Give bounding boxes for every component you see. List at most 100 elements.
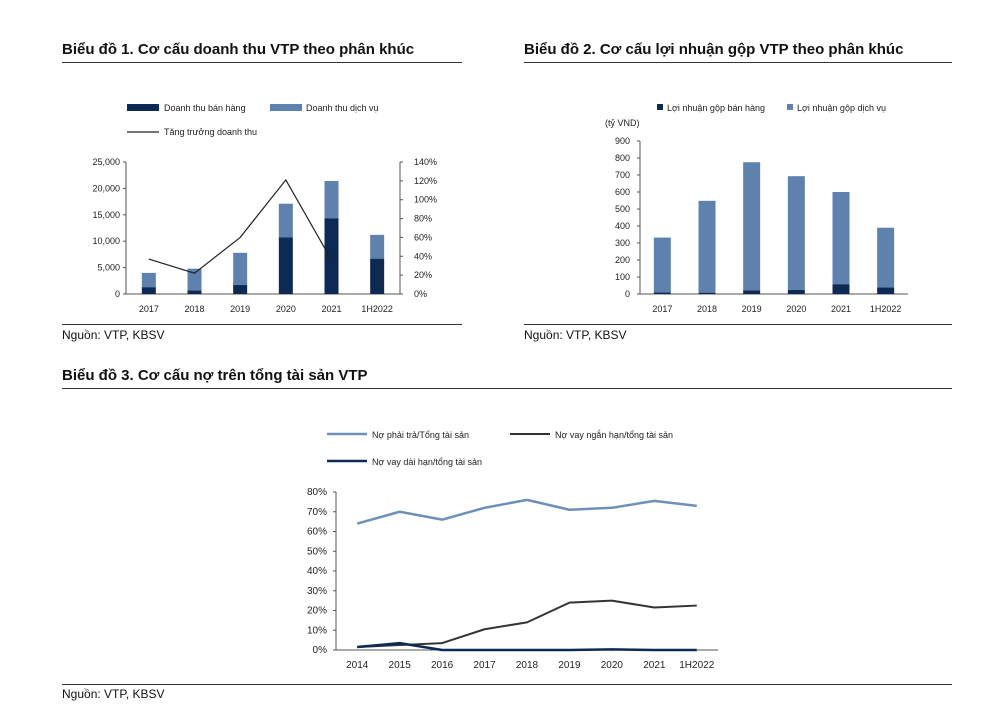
chart2-x-tick-label: 2017: [652, 304, 672, 314]
chart2-bar-services: [743, 162, 761, 291]
chart3-y-tick-label: 20%: [307, 606, 327, 617]
chart2-y-tick-label: 200: [615, 255, 630, 265]
chart3-x-tick-label: 2018: [516, 660, 539, 671]
chart1-x-tick-label: 2021: [321, 304, 341, 314]
chart2-x-tick-label: 2020: [786, 304, 806, 314]
chart2-bar-services: [787, 176, 805, 290]
chart2-bar-sales: [787, 289, 805, 294]
chart2-source: Nguồn: VTP, KBSV: [524, 328, 627, 342]
chart1-bar-services: [278, 203, 293, 238]
chart1-y2-tick-label: 80%: [414, 214, 432, 224]
chart2-legend-swatch-sales: [657, 104, 663, 110]
chart2-bar-services: [653, 237, 671, 293]
chart3-x-tick-label: 2017: [473, 660, 496, 671]
chart2-legend-services: Lợi nhuận gộp dịch vụ: [797, 103, 886, 113]
chart2-x-tick-label: 2021: [831, 304, 851, 314]
chart2-y-tick-label: 800: [615, 153, 630, 163]
chart3-source: Nguồn: VTP, KBSV: [62, 687, 165, 701]
chart1-x-tick-label: 1H2022: [361, 304, 393, 314]
chart1-legend-services: Doanh thu dịch vụ: [306, 103, 379, 113]
chart3-x-tick-label: 2014: [346, 660, 369, 671]
chart2-legend-swatch-services: [787, 104, 793, 110]
chart2-y-tick-label: 700: [615, 170, 630, 180]
chart1-title-rule: [62, 62, 462, 63]
chart3-x-tick-label: 2019: [558, 660, 581, 671]
chart2-bar-sales: [698, 292, 716, 294]
chart1-y2-tick-label: 20%: [414, 270, 432, 280]
chart1-source: Nguồn: VTP, KBSV: [62, 328, 165, 342]
chart1-x-tick-label: 2020: [276, 304, 296, 314]
chart2-y-tick-label: 600: [615, 187, 630, 197]
chart3-x-tick-label: 1H2022: [679, 660, 714, 671]
chart1-bar-sales: [370, 258, 385, 294]
chart3-bottom-rule: [62, 684, 952, 685]
chart1-y-tick-label: 10,000: [92, 236, 120, 246]
chart1-bar-sales: [187, 290, 202, 294]
chart2-title-rule: [524, 62, 952, 63]
chart1-legend-swatch-sales: [127, 104, 159, 111]
chart1-bar-services: [370, 234, 385, 259]
chart1-y-tick-label: 25,000: [92, 157, 120, 167]
chart3-y-tick-label: 70%: [307, 507, 327, 518]
chart1-bar-services: [141, 272, 156, 288]
chart1-legend-swatch-services: [270, 104, 302, 111]
chart1-y2-tick-label: 140%: [414, 157, 437, 167]
chart3-y-tick-label: 50%: [307, 546, 327, 557]
chart2-y-tick-label: 500: [615, 204, 630, 214]
chart1-bar-sales: [324, 218, 339, 294]
chart2-x-tick-label: 2019: [742, 304, 762, 314]
chart1-y-tick-label: 20,000: [92, 183, 120, 193]
chart3-line-short-debt: [357, 599, 697, 649]
chart1-growth-line: [148, 178, 333, 274]
chart1-y-tick-label: 5,000: [97, 263, 120, 273]
chart1-legend-growth: Tăng trưởng doanh thu: [164, 127, 257, 137]
chart3-y-tick-label: 40%: [307, 566, 327, 577]
chart1-y2-tick-label: 40%: [414, 251, 432, 261]
chart1-bar-sales: [233, 285, 248, 294]
chart3-legend-short-debt: Nợ vay ngắn hạn/tổng tài sản: [555, 430, 673, 440]
chart1-bottom-rule: [62, 324, 462, 325]
chart2-bar-sales: [877, 287, 895, 294]
chart2-bar-sales: [832, 284, 850, 294]
chart3-line-liabilities: [356, 498, 697, 525]
chart3-legend-long-debt: Nợ vay dài hạn/tổng tài sản: [372, 457, 482, 467]
chart3-x-tick-label: 2020: [601, 660, 624, 671]
chart2-legend-sales: Lợi nhuận gộp bán hàng: [667, 103, 765, 113]
chart2-y-tick-label: 900: [615, 136, 630, 146]
chart1-y2-tick-label: 0%: [414, 289, 427, 299]
chart2-bar-services: [877, 227, 895, 288]
chart3-title-rule: [62, 388, 952, 389]
chart3-y-tick-label: 30%: [307, 586, 327, 597]
chart1-bar-services: [233, 252, 248, 286]
chart1-bar-sales: [278, 237, 293, 294]
chart1-y-tick-label: 15,000: [92, 210, 120, 220]
chart1-y2-tick-label: 60%: [414, 232, 432, 242]
chart2-bottom-rule: [524, 324, 952, 325]
chart2-y-axis-label: (tỷ VND): [605, 118, 640, 128]
chart3-x-tick-label: 2021: [643, 660, 666, 671]
chart3-x-tick-label: 2015: [389, 660, 412, 671]
chart3-y-tick-label: 0%: [313, 645, 328, 656]
chart2-bar-sales: [653, 292, 671, 294]
chart3-line-long-debt: [357, 641, 697, 652]
chart2-y-tick-label: 100: [615, 272, 630, 282]
chart3-y-tick-label: 80%: [307, 487, 327, 498]
chart1-bar-services: [187, 268, 202, 291]
chart2-y-tick-label: 400: [615, 221, 630, 231]
chart3-y-tick-label: 60%: [307, 527, 327, 538]
chart3-legend-liabilities: Nợ phải trả/Tổng tài sản: [372, 430, 469, 440]
chart1-y2-tick-label: 120%: [414, 176, 437, 186]
chart1-x-tick-label: 2017: [139, 304, 159, 314]
chart1-x-tick-label: 2018: [184, 304, 204, 314]
chart1-x-tick-label: 2019: [230, 304, 250, 314]
chart2-bar-services: [832, 192, 850, 285]
chart3-title: Biểu đồ 3. Cơ cấu nợ trên tổng tài sản V…: [62, 367, 368, 384]
chart2-x-tick-label: 1H2022: [870, 304, 902, 314]
chart2-x-tick-label: 2018: [697, 304, 717, 314]
chart1-y2-tick-label: 100%: [414, 195, 437, 205]
chart2-title: Biểu đồ 2. Cơ cấu lợi nhuận gộp VTP theo…: [524, 41, 904, 58]
chart2-y-tick-label: 300: [615, 238, 630, 248]
chart1-bar-services: [324, 181, 339, 219]
chart2-y-tick-label: 0: [625, 289, 630, 299]
